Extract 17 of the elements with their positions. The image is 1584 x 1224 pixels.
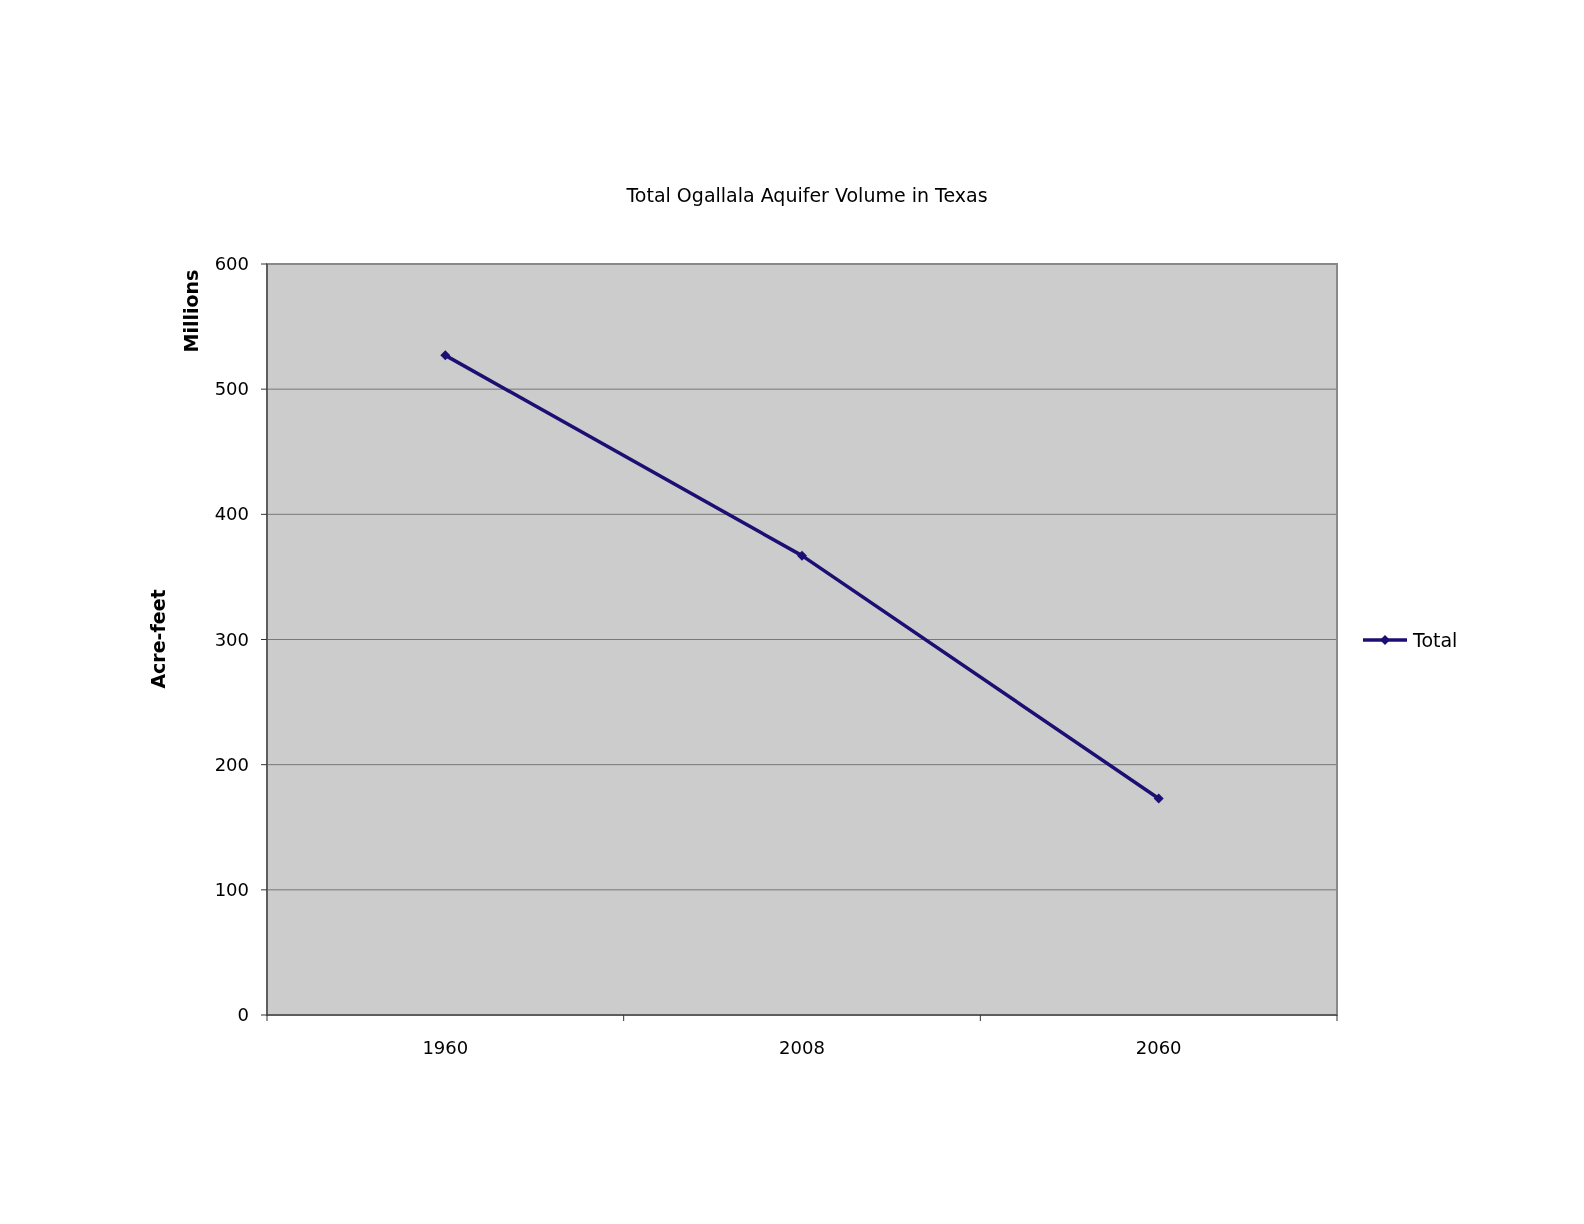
y-tick-label: 0 [237,1004,249,1025]
point [1153,793,1164,804]
y-tick-label: 200 [214,753,249,775]
point [797,550,807,561]
legend-label: Total [1412,629,1458,651]
y-axis-title: Acre-feet [147,589,169,689]
text: Millions [180,269,202,353]
x-tick-label: 1960 [422,1037,469,1058]
y-tick-label: 600 [214,253,249,274]
chart-title: Total Ogallala Aquifer Volume in Texas [625,184,988,206]
y-tick-label: 500 [214,378,249,400]
x-tick-label: 2060 [1135,1037,1182,1058]
y-tick-label: 400 [214,503,249,525]
point [440,350,451,361]
y-tick-label: 300 [214,628,249,650]
y-tick-label: 100 [214,878,249,900]
x-tick-label: 2008 [779,1037,825,1058]
